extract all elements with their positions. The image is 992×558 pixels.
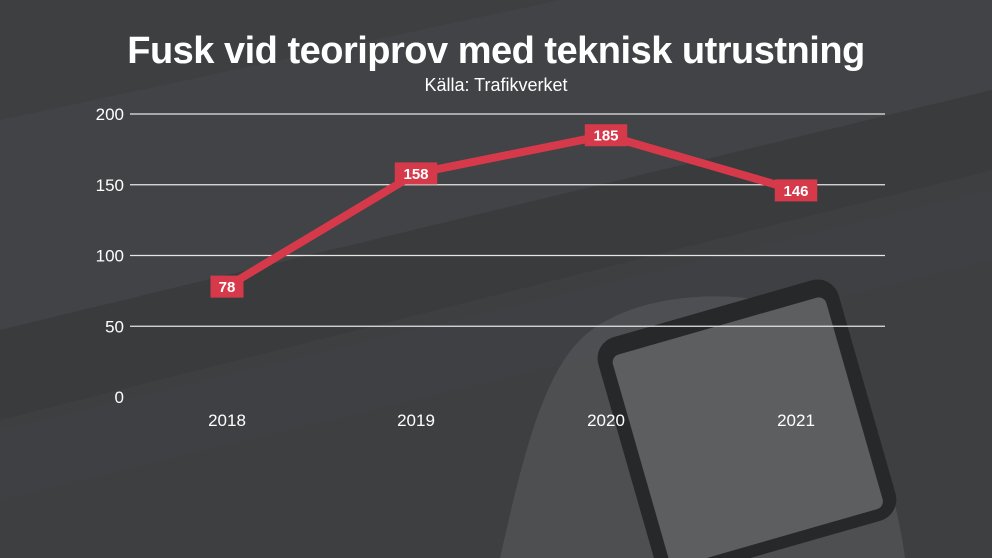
data-label-bg	[394, 162, 438, 185]
chart-title: Fusk vid teoriprov med teknisk utrustnin…	[127, 30, 865, 72]
data-series	[223, 131, 800, 291]
data-label: 158	[403, 166, 428, 183]
x-tick-label: 2019	[397, 411, 435, 430]
x-tick-label: 2020	[587, 411, 625, 430]
series-line	[223, 131, 800, 291]
data-point: 78	[210, 275, 244, 298]
x-tick-label: 2018	[208, 411, 246, 430]
data-point: 158	[394, 162, 438, 185]
data-label-bg	[584, 124, 628, 147]
data-point: 146	[774, 179, 818, 202]
data-point: 185	[584, 124, 628, 147]
y-tick-label: 200	[96, 105, 124, 124]
x-tick-label: 2021	[777, 411, 815, 430]
data-label-bg	[210, 275, 244, 298]
data-label: 78	[219, 279, 236, 296]
y-tick-label: 100	[96, 247, 124, 266]
y-tick-label: 0	[115, 388, 124, 407]
data-label: 185	[593, 128, 618, 145]
y-axis-ticks: 0 50 100 150 200	[96, 105, 124, 407]
data-label: 146	[783, 183, 808, 200]
gridlines	[130, 113, 885, 327]
y-tick-label: 150	[96, 176, 124, 195]
data-labels: 78 158 185 146	[210, 124, 818, 298]
y-tick-label: 50	[105, 317, 124, 336]
data-label-bg	[774, 179, 818, 202]
x-axis-ticks: 2018 2019 2020 2021	[208, 411, 815, 430]
chart-subtitle: Källa: Trafikverket	[424, 75, 568, 95]
